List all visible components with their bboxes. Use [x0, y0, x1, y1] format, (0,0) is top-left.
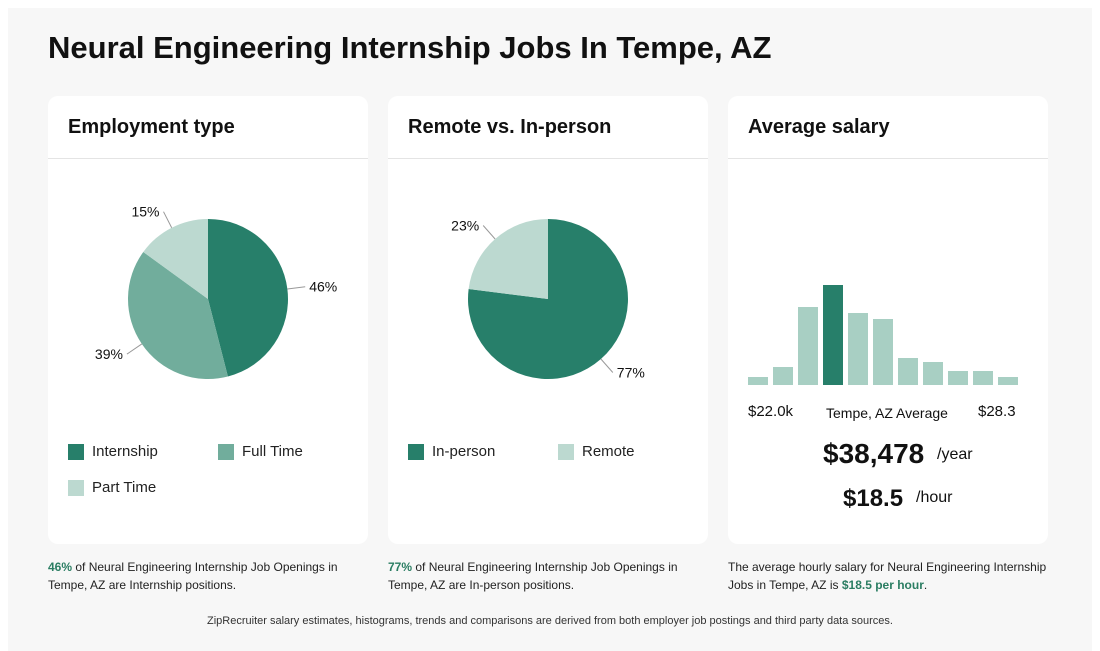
- salary-yearly-value: $38,478: [823, 438, 925, 469]
- salary-note-text: The average hourly salary for Neural Eng…: [728, 560, 1047, 592]
- salary-range-max: $28.3: [978, 403, 1016, 420]
- salary-average-label: Tempe, AZ Average: [826, 405, 948, 421]
- pie-slice-internship: [208, 219, 288, 377]
- histogram-bar-1: [773, 367, 793, 385]
- card-divider: [728, 158, 1048, 159]
- legend-label-full-time: Full Time: [242, 443, 303, 460]
- salary-note: The average hourly salary for Neural Eng…: [728, 558, 1053, 594]
- page-title: Neural Engineering Internship Jobs In Te…: [48, 30, 772, 65]
- histogram-bar-10: [998, 377, 1018, 385]
- remote-note-highlight: 77%: [388, 560, 413, 574]
- histogram-bar-0: [748, 377, 768, 385]
- pie-label-in-person: 77%: [617, 365, 645, 381]
- pie-leader-part-time: [163, 211, 173, 228]
- histogram-bar-3: [823, 285, 843, 385]
- histogram-bar-6: [898, 358, 918, 385]
- salary-card: Average salary $22.0k Tempe, AZ Average …: [728, 96, 1048, 544]
- legend-label-part-time: Part Time: [92, 479, 157, 496]
- legend-swatch-internship: [68, 443, 84, 460]
- remote-note-text: of Neural Engineering Internship Job Ope…: [388, 560, 678, 592]
- salary-note-highlight: $18.5 per hour: [841, 578, 924, 592]
- histogram-bar-2: [798, 307, 818, 385]
- pie-leader-in-person: [600, 358, 614, 373]
- employment-note-text: of Neural Engineering Internship Job Ope…: [48, 560, 338, 592]
- pie-leader-full-time: [126, 343, 143, 355]
- employment-note-highlight: 46%: [48, 560, 73, 574]
- card-divider: [48, 158, 368, 159]
- legend-label-remote: Remote: [582, 443, 635, 460]
- legend-swatch-remote: [558, 443, 574, 460]
- salary-title: Average salary: [748, 116, 890, 138]
- histogram-bar-8: [948, 371, 968, 385]
- legend-swatch-full-time: [218, 443, 234, 460]
- legend-internship: Internship: [68, 443, 158, 460]
- salary-yearly-unit: /year: [937, 446, 973, 463]
- salary-hourly-unit: /hour: [916, 489, 953, 506]
- histogram-bar-5: [873, 319, 893, 385]
- salary-range-min: $22.0k: [748, 403, 794, 420]
- histogram-bar-7: [923, 362, 943, 385]
- employment-pie-chart: 46% 39% 15%: [95, 204, 337, 379]
- remote-pie-chart: 77% 23%: [451, 217, 645, 381]
- legend-label-in-person: In-person: [432, 443, 496, 460]
- employment-type-card: Employment type 46% 39% 15% Internship Ful…: [48, 96, 368, 544]
- remote-title: Remote vs. In-person: [408, 116, 612, 138]
- legend-full-time: Full Time: [218, 443, 303, 460]
- legend-label-internship: Internship: [92, 443, 158, 460]
- pie-leader-remote: [482, 225, 496, 240]
- pie-leader-internship: [287, 286, 306, 290]
- histogram-bar-4: [848, 313, 868, 385]
- histogram-bar-9: [973, 371, 993, 385]
- pie-label-internship: 46%: [309, 279, 337, 295]
- employment-note: 46% of Neural Engineering Internship Job…: [48, 558, 348, 594]
- legend-in-person: In-person: [408, 443, 495, 460]
- legend-remote: Remote: [558, 443, 635, 460]
- remote-card: Remote vs. In-person 77% 23% In-person Re…: [388, 96, 708, 544]
- pie-label-part-time: 15%: [131, 204, 159, 220]
- footer-disclaimer: ZipRecruiter salary estimates, histogram…: [207, 615, 893, 627]
- card-divider: [388, 158, 708, 159]
- salary-note-end: .: [923, 578, 928, 592]
- legend-part-time: Part Time: [68, 479, 156, 496]
- legend-swatch-in-person: [408, 443, 424, 460]
- salary-histogram: [748, 285, 1018, 385]
- employment-type-title: Employment type: [68, 116, 235, 138]
- salary-hourly-value: $18.5: [843, 485, 904, 512]
- legend-swatch-part-time: [68, 479, 84, 496]
- remote-note: 77% of Neural Engineering Internship Job…: [388, 558, 688, 594]
- pie-slice-remote: [468, 219, 548, 299]
- pie-label-remote: 23%: [451, 217, 479, 233]
- pie-slice-full-time: [127, 251, 228, 379]
- pie-slice-part-time: [143, 219, 208, 299]
- pie-label-full-time: 39%: [95, 346, 123, 362]
